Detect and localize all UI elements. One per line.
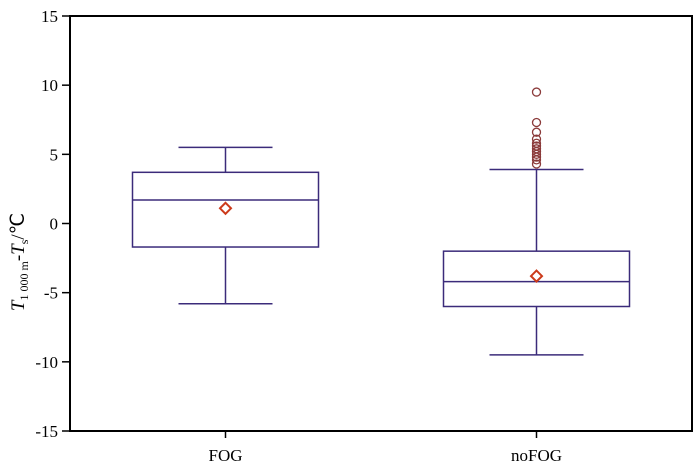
y-tick-label: 0: [50, 215, 59, 234]
boxes-layer: [131, 87, 631, 356]
outlier-point: [531, 138, 542, 148]
x-axis: FOG noFOG: [208, 431, 562, 465]
outlier-point: [531, 87, 542, 97]
mean-marker: [218, 201, 233, 216]
y-tick-label: 5: [50, 145, 59, 164]
x-tick-label: noFOG: [511, 446, 562, 465]
outlier-point: [531, 141, 542, 151]
box-nofog: [442, 87, 631, 356]
x-tick-label: FOG: [208, 446, 242, 465]
y-axis: -15 -10 -5 0 5 10 15: [35, 7, 70, 441]
outlier-point: [531, 134, 542, 144]
mean-marker: [529, 269, 544, 283]
outlier-point: [531, 144, 542, 154]
y-tick-label: 15: [41, 7, 58, 26]
outlier-point: [531, 117, 542, 128]
outlier-point: [531, 159, 542, 169]
y-tick-label: 10: [41, 76, 58, 95]
box-iqr: [442, 250, 631, 308]
outlier-point: [531, 127, 542, 137]
y-tick-label: -15: [35, 422, 58, 441]
y-tick-label: -10: [35, 353, 58, 372]
box-fog: [131, 146, 320, 305]
y-axis-label: T1 000 m-Ts/℃: [8, 213, 31, 311]
y-tick-label: -5: [44, 284, 58, 303]
